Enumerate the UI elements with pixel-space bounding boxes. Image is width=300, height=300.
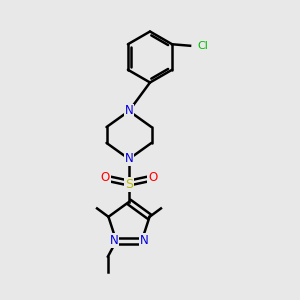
Text: N: N — [140, 234, 148, 247]
Text: N: N — [124, 104, 134, 118]
Text: N: N — [124, 152, 134, 166]
Text: O: O — [148, 171, 157, 184]
Text: S: S — [125, 178, 133, 191]
Text: Cl: Cl — [198, 41, 208, 51]
Text: O: O — [101, 171, 110, 184]
Text: N: N — [110, 234, 118, 247]
